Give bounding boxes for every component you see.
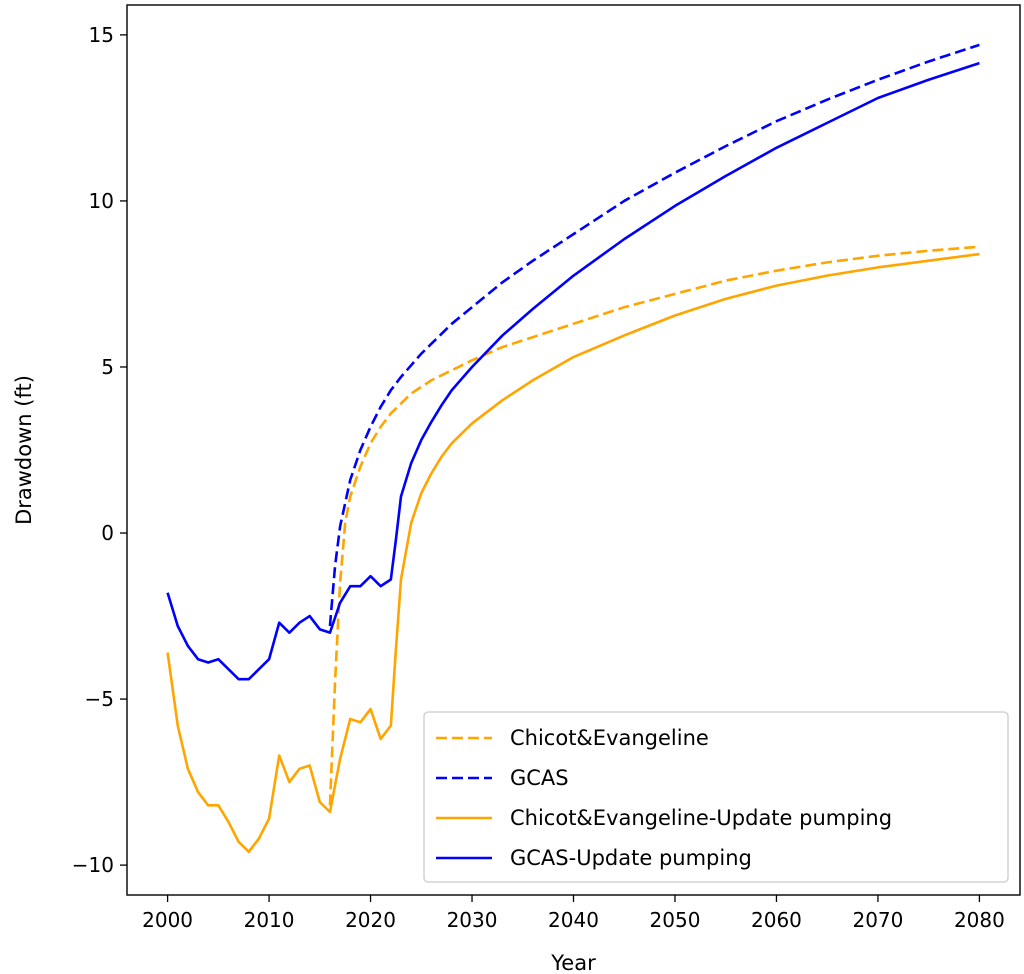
x-tick-label: 2080 [954,908,1005,932]
y-axis-title: Drawdown (ft) [12,375,36,525]
x-tick-label: 2070 [852,908,903,932]
x-tick-label: 2010 [244,908,295,932]
axes: 2000 2010 2020 2030 2040 2050 2060 2070 2080 −10 −… [72,4,1021,932]
y-tick-label: 0 [101,521,114,545]
legend-label-2: GCAS [510,766,569,790]
y-tick-label: 15 [89,23,114,47]
series-line-3 [166,252,980,854]
legend: Chicot&Evangeline GCAS Chicot&Evangeline-U… [423,711,1009,883]
x-axis-title: Year [550,951,596,974]
series-line-1 [328,245,980,806]
x-tick-label: 2040 [548,908,599,932]
plot-area [166,43,980,854]
x-tick-label: 2020 [345,908,396,932]
y-tick-label: −10 [72,853,114,877]
legend-box [423,711,1009,883]
series-line-4 [166,61,980,681]
x-tick-label: 2030 [447,908,498,932]
x-tick-label: 2060 [751,908,802,932]
legend-label-3: Chicot&Evangeline-Update pumping [510,806,892,830]
y-tick-label: −5 [85,687,114,711]
y-tick-label: 5 [101,355,114,379]
legend-label-1: Chicot&Evangeline [510,726,709,750]
x-tick-label: 2050 [650,908,701,932]
x-tick-label: 2000 [142,908,193,932]
y-tick-label: 10 [89,189,114,213]
series-line-2 [328,43,980,627]
legend-label-4: GCAS-Update pumping [510,846,752,870]
